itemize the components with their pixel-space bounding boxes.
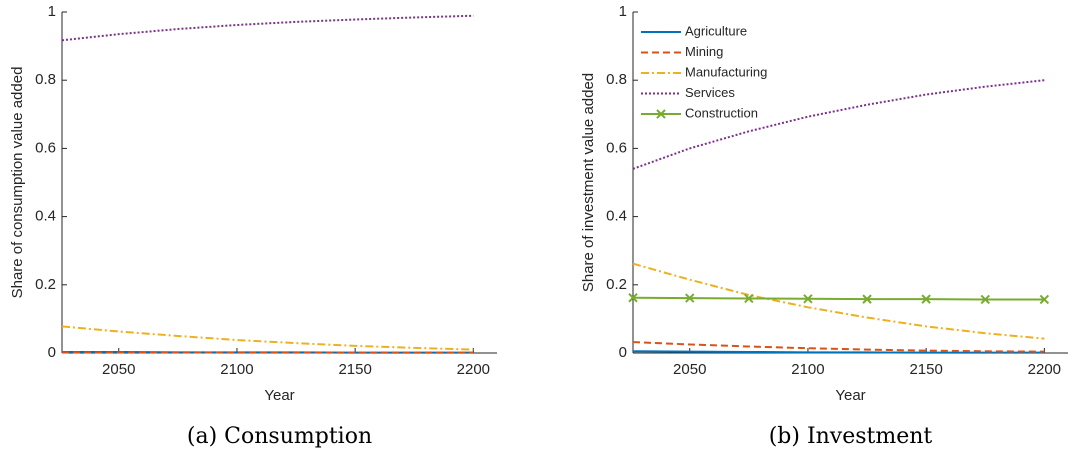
y-tick-label: 0.4: [35, 208, 56, 225]
x-tick-label: 2100: [791, 361, 824, 378]
legend-label: Agriculture: [685, 23, 747, 38]
x-tick-label: 2200: [457, 361, 490, 378]
caption: (a) Consumption: [187, 424, 372, 449]
y-axis-label: Share of investment value added: [580, 73, 597, 292]
y-tick-label: 0: [619, 344, 627, 361]
y-tick-label: 0.4: [606, 208, 627, 225]
x-tick-label: 2150: [338, 361, 371, 378]
series-line: [62, 326, 473, 349]
x-tick-label: 2150: [909, 361, 942, 378]
y-tick-label: 1: [619, 3, 627, 20]
legend-label: Mining: [685, 44, 723, 59]
series-line: [633, 351, 1044, 352]
y-tick-label: 0.6: [606, 139, 627, 156]
legend: Agriculture Mining Manufacturing Services Co…: [641, 23, 767, 120]
x-tick-label: 2100: [220, 361, 253, 378]
y-tick-label: 0.8: [35, 71, 56, 88]
y-tick-label: 0.2: [606, 276, 627, 293]
x-axis-label: Year: [835, 387, 865, 404]
legend-label: Manufacturing: [685, 64, 767, 79]
series-line: [62, 16, 473, 41]
x-tick-label: 2050: [673, 361, 706, 378]
y-tick-label: 0.2: [35, 276, 56, 293]
y-tick-label: 0: [48, 344, 56, 361]
legend-label: Services: [685, 85, 735, 100]
x-axis-label: Year: [264, 387, 294, 404]
y-tick-label: 1: [48, 3, 56, 20]
y-tick-label: 0.6: [35, 139, 56, 156]
y-axis-label: Share of consumption value added: [9, 67, 26, 299]
x-tick-label: 2050: [102, 361, 135, 378]
series-line: [633, 342, 1044, 352]
legend-label: Construction: [685, 105, 758, 120]
x-tick-label: 2200: [1028, 361, 1061, 378]
y-tick-label: 0.8: [606, 71, 627, 88]
caption: (b) Investment: [769, 424, 933, 449]
